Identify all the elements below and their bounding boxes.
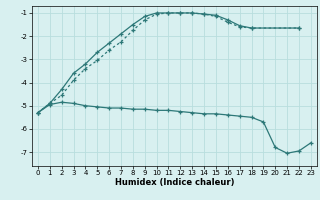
X-axis label: Humidex (Indice chaleur): Humidex (Indice chaleur)	[115, 178, 234, 187]
